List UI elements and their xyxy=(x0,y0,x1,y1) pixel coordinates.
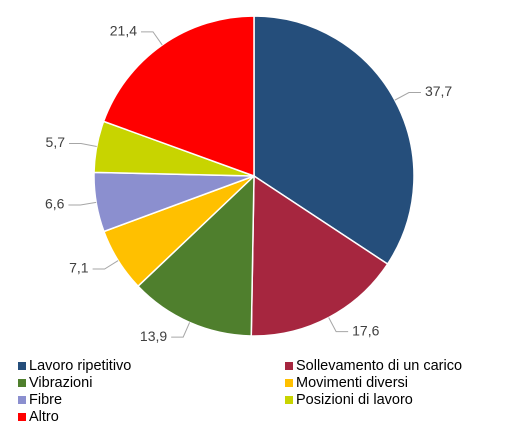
data-label: 37,7 xyxy=(425,83,452,99)
data-label: 13,9 xyxy=(140,328,167,344)
legend-swatch xyxy=(285,396,293,404)
legend-swatch xyxy=(18,379,26,387)
legend-label: Movimenti diversi xyxy=(296,375,408,391)
legend-label: Altro xyxy=(29,409,59,425)
legend-swatch xyxy=(285,362,293,370)
legend-label: Fibre xyxy=(29,392,62,408)
leader-line xyxy=(92,260,119,270)
leader-line xyxy=(141,31,163,46)
leader-line xyxy=(394,92,421,101)
legend-label: Vibrazioni xyxy=(29,375,92,391)
legend-swatch xyxy=(18,362,26,370)
pie-slice xyxy=(102,15,255,178)
legend-label: Sollevamento di un carico xyxy=(296,358,462,374)
legend-swatch xyxy=(285,379,293,387)
legend-swatch xyxy=(18,396,26,404)
legend-label: Posizioni di lavoro xyxy=(296,392,413,408)
data-label: 7,1 xyxy=(69,260,89,276)
pie-slice xyxy=(136,174,255,337)
leader-line xyxy=(69,143,97,147)
data-label: 6,6 xyxy=(45,196,65,212)
leader-line xyxy=(68,201,97,206)
data-label: 5,7 xyxy=(46,134,66,150)
data-label: 21,4 xyxy=(110,23,137,39)
data-label: 17,6 xyxy=(352,322,379,338)
legend-swatch xyxy=(18,413,26,421)
legend-label: Lavoro ripetitivo xyxy=(29,358,131,374)
leader-line xyxy=(328,317,349,333)
leader-line xyxy=(171,322,191,338)
